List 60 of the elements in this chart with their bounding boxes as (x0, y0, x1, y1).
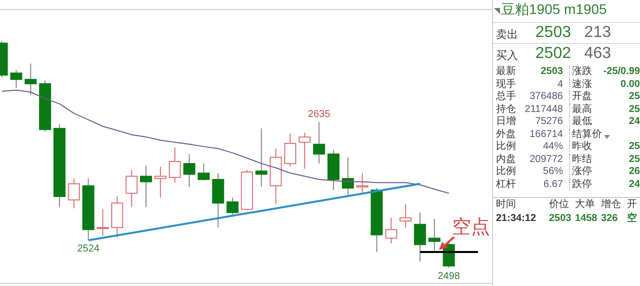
text: 涨停 (569, 166, 592, 178)
text: 44% (542, 141, 563, 154)
text: 买入 (496, 49, 518, 63)
text: 现手 (496, 78, 516, 90)
text: 大单 (575, 198, 595, 212)
text: 25 (628, 91, 640, 104)
text: 比例 (496, 166, 516, 178)
text: 25 (628, 141, 640, 154)
text: 6.67 (544, 178, 563, 191)
text: 2524 (77, 243, 100, 254)
text: 166714 (530, 128, 563, 141)
text: 56% (542, 166, 563, 178)
text: 总手 (496, 91, 516, 104)
text: 杠杆 (496, 178, 516, 191)
text: 0.00 (620, 78, 640, 91)
annotation: 空点 (452, 216, 490, 240)
text: 昨收 (569, 141, 592, 154)
text: 增仓 (601, 198, 621, 212)
text: 空 (627, 212, 637, 226)
text: 1458 (575, 212, 598, 226)
text: 时间 (496, 198, 516, 212)
text: 2502 (535, 45, 571, 63)
text: 最低 (569, 116, 592, 128)
text: 26 (628, 166, 640, 178)
text: -25/0.99 (603, 66, 640, 78)
text: 外盘 (496, 128, 516, 140)
text: 25 (628, 154, 640, 166)
text: 24 (628, 178, 640, 191)
text: 2503 (549, 212, 572, 226)
text: 价位 (549, 198, 569, 212)
text: 326 (601, 212, 618, 226)
text: 豆粕1905 m1905 (501, 1, 607, 19)
text: 21:34:12 (496, 212, 536, 226)
text: 2117448 (524, 104, 563, 116)
text: 最高 (569, 104, 592, 116)
text: 376486 (530, 91, 563, 104)
text: 24 (628, 116, 640, 128)
text: 日增 (496, 116, 516, 128)
text: 213 (584, 24, 611, 42)
text: 2503 (540, 66, 563, 78)
text: 昨结 (569, 154, 592, 166)
text: 持仓 (496, 104, 516, 116)
text: 25 (628, 104, 640, 116)
text: 速涨 (569, 78, 592, 91)
text: 开 (627, 198, 637, 212)
text: 结算价 (569, 128, 602, 141)
text: 75276 (535, 116, 563, 128)
text: 内盘 (496, 154, 516, 166)
text: 463 (584, 45, 611, 63)
text: 涨跌 (569, 66, 592, 78)
text: 开盘 (569, 91, 592, 104)
text: 比例 (496, 141, 516, 154)
text: 2635 (308, 109, 330, 120)
text: 209772 (530, 154, 563, 166)
text: 卖出 (496, 28, 518, 42)
text: 最新 (496, 66, 516, 78)
text: 4 (557, 78, 563, 91)
text: 跌停 (569, 178, 592, 191)
text: 2503 (535, 24, 571, 42)
text: 2498 (438, 270, 460, 282)
